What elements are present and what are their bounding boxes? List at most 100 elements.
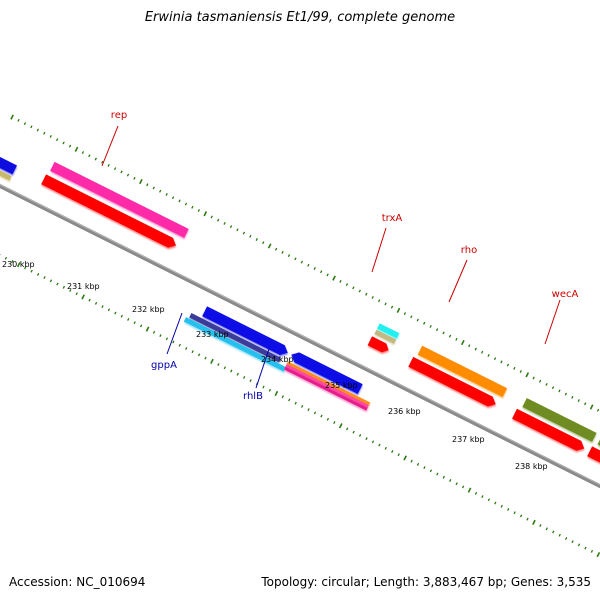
top-minor-tick [184, 202, 188, 206]
bottom-major-tick [403, 455, 407, 461]
feature-partial-left-blue[interactable] [0, 152, 17, 175]
top-minor-tick [506, 363, 510, 367]
top-minor-tick [294, 257, 297, 261]
feature-blue-2[interactable] [289, 350, 363, 394]
top-minor-tick [577, 399, 580, 402]
top-minor-tick [558, 389, 561, 393]
bottom-major-tick [274, 390, 279, 397]
feature-navy[interactable] [189, 313, 281, 363]
feature-right-red[interactable] [587, 446, 600, 484]
top-major-tick [203, 211, 208, 217]
bottom-minor-tick [0, 253, 1, 257]
top-minor-tick [474, 347, 477, 351]
top-minor-tick [191, 205, 194, 209]
top-minor-tick [197, 209, 200, 212]
top-minor-tick [326, 273, 329, 277]
top-minor-tick [571, 395, 574, 399]
feature-trxA-cds[interactable] [367, 336, 391, 354]
top-minor-tick [384, 302, 387, 306]
gene-label-trxA: trxA [382, 213, 403, 224]
bottom-minor-tick [152, 330, 156, 334]
accession-text: Accession: NC_010694 [9, 575, 146, 589]
top-minor-tick [274, 247, 278, 251]
bottom-minor-tick [88, 298, 91, 302]
top-minor-tick [365, 292, 368, 296]
bottom-minor-tick [352, 430, 355, 434]
feature-partial-left-khaki[interactable] [0, 162, 12, 181]
top-minor-tick [62, 141, 65, 145]
bottom-minor-tick [564, 536, 568, 540]
bottom-minor-tick [333, 421, 336, 424]
top-major-tick [396, 307, 401, 313]
top-minor-tick [81, 151, 85, 155]
bottom-minor-tick [590, 549, 594, 553]
top-minor-tick [23, 122, 27, 126]
bottom-minor-tick [217, 363, 220, 366]
feature-rhlB-magenta[interactable] [283, 366, 368, 411]
feature-wecA-cds[interactable] [512, 408, 587, 454]
bottom-minor-tick [114, 311, 117, 315]
gene-label-gppA: gppA [151, 360, 177, 371]
feature-blue-1[interactable] [202, 306, 290, 357]
top-minor-tick [152, 186, 155, 190]
bottom-minor-tick [236, 372, 239, 376]
bottom-minor-tick [191, 350, 194, 354]
top-minor-tick [307, 263, 310, 267]
top-minor-tick [390, 305, 394, 309]
top-minor-tick [455, 337, 458, 341]
kbp-label-238: 238 kbp [515, 462, 548, 471]
feature-trxA-khaki[interactable] [374, 329, 397, 344]
bottom-minor-tick [584, 546, 587, 550]
feature-rhlB-pink[interactable] [285, 364, 369, 408]
bottom-minor-tick [294, 401, 297, 405]
page-title: Erwinia tasmaniensis Et1/99, complete ge… [144, 10, 456, 25]
top-minor-tick [423, 321, 426, 325]
bottom-minor-tick [69, 289, 72, 292]
top-minor-tick [49, 134, 52, 138]
feature-gppA[interactable] [183, 317, 287, 372]
bottom-minor-tick [159, 334, 162, 338]
bottom-minor-tick [249, 379, 252, 383]
bottom-major-tick [596, 551, 600, 558]
top-minor-tick [223, 221, 226, 225]
feature-wecA[interactable] [522, 398, 597, 442]
top-minor-tick [281, 250, 284, 254]
feature-trxA-cyan[interactable] [376, 323, 400, 339]
top-minor-tick [101, 160, 104, 164]
bottom-minor-tick [545, 527, 548, 531]
bottom-minor-tick [11, 260, 14, 263]
bottom-major-tick [532, 519, 536, 525]
bottom-minor-tick [539, 524, 542, 528]
bottom-major-tick [338, 423, 343, 429]
bottom-minor-tick [416, 462, 420, 466]
top-major-tick [461, 339, 465, 346]
bottom-minor-tick [127, 318, 130, 321]
bottom-minor-tick [429, 469, 433, 473]
bottom-minor-tick [442, 475, 445, 479]
label-leaders [101, 125, 561, 389]
top-minor-tick [448, 334, 452, 338]
feature-rep[interactable] [50, 161, 189, 238]
feature-rho-cds[interactable] [408, 356, 498, 409]
top-minor-tick [216, 218, 220, 222]
topology-text: Topology: circular; Length: 3,883,467 bp… [261, 575, 591, 589]
bottom-minor-tick [423, 466, 426, 470]
bottom-minor-tick [120, 314, 123, 318]
bottom-minor-tick [223, 366, 227, 370]
feature-rho[interactable] [417, 345, 508, 398]
bottom-minor-tick [552, 530, 555, 534]
bottom-minor-tick [526, 517, 529, 521]
feature-rhlB-orange[interactable] [286, 361, 371, 406]
top-minor-tick [481, 350, 484, 354]
bottom-minor-tick [165, 337, 169, 341]
bottom-minor-tick [500, 504, 503, 508]
feature-rep-cds[interactable] [41, 174, 178, 250]
tick-row-bottom [0, 253, 600, 558]
top-minor-tick [171, 196, 175, 200]
bottom-minor-tick [75, 292, 78, 296]
top-minor-tick [339, 279, 342, 283]
bottom-minor-tick [197, 353, 201, 357]
bottom-minor-tick [397, 453, 400, 457]
tick-row-top [10, 114, 600, 412]
bottom-minor-tick [307, 408, 310, 412]
